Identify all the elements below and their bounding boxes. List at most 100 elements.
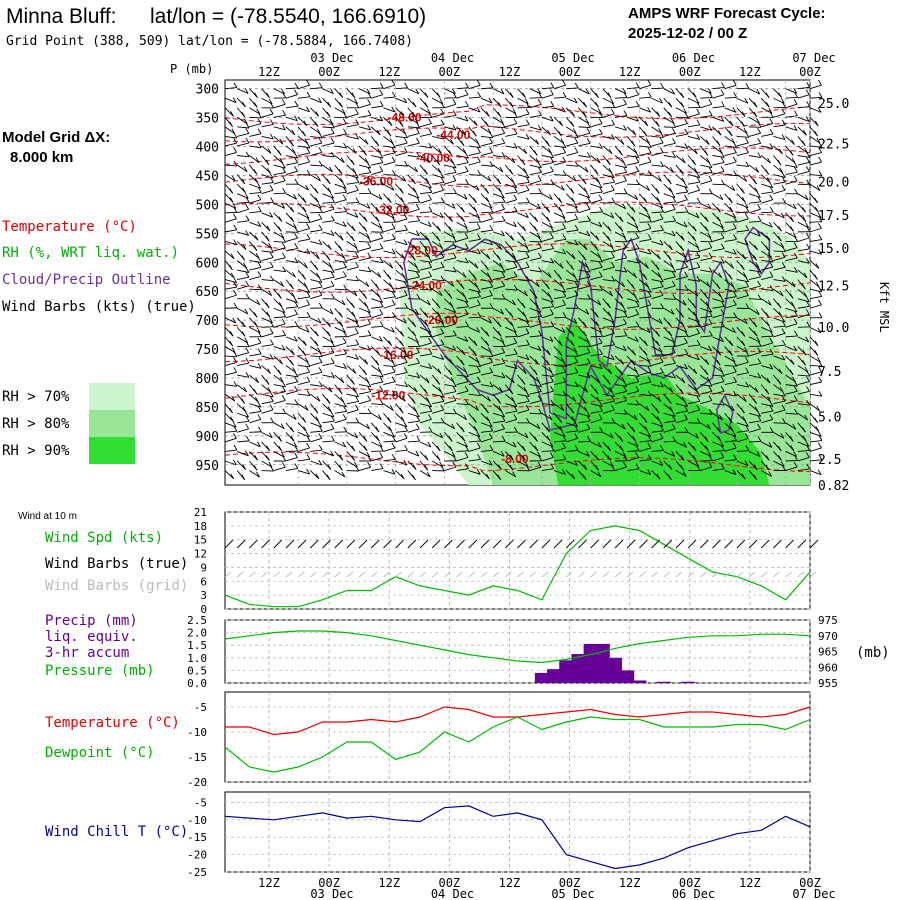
wind-barb-flag — [571, 473, 576, 480]
wind-barb — [590, 403, 603, 407]
wind-barb-flag — [513, 182, 518, 189]
wind-barb — [566, 384, 579, 388]
wind-barb-flag — [793, 166, 798, 173]
wind-barb-flag — [257, 128, 262, 134]
wind-barb — [590, 191, 603, 195]
wind-barb — [541, 248, 554, 252]
wind-barb — [456, 298, 469, 303]
wind-barb-flag — [366, 451, 371, 458]
wind-barb — [371, 237, 383, 242]
wind-barb — [444, 180, 457, 185]
wind-barb — [359, 316, 372, 319]
wind-barb — [541, 237, 554, 242]
wind-barb — [553, 152, 566, 156]
wind-barb — [505, 418, 517, 424]
wind-barb — [517, 355, 530, 361]
wind-barb-flag — [766, 235, 770, 241]
wind-barb-flag — [342, 118, 347, 124]
wind-barb-flag — [793, 175, 798, 182]
surface-wind-barb — [249, 539, 258, 549]
wind-barb — [687, 189, 700, 195]
wind-barb-flag — [488, 97, 493, 104]
wind-barb — [553, 136, 565, 144]
wind-barb — [237, 352, 249, 357]
wind-barb-flag — [339, 235, 344, 241]
wind-barb-flag — [647, 147, 652, 153]
wind-barb — [760, 155, 771, 164]
wind-barb-flag — [439, 317, 444, 323]
wind-barb — [590, 221, 602, 228]
wind-barb-flag — [367, 124, 372, 131]
isotherm-line — [224, 104, 811, 125]
wind-barb — [785, 155, 796, 164]
wind-barb — [395, 346, 407, 353]
wind-barb-flag — [489, 213, 493, 220]
wind-barb — [224, 430, 237, 433]
wind-barb — [541, 403, 554, 406]
top-time-tick: 12Z — [499, 65, 521, 79]
wind-barb-flag — [294, 243, 299, 249]
wind-barb-flag — [696, 339, 701, 346]
wind-barb — [724, 326, 736, 334]
wind-barb — [249, 116, 262, 119]
wind-barb — [310, 229, 323, 233]
wind-barb — [224, 449, 237, 452]
wind-barb — [602, 174, 615, 179]
wind-barb — [578, 269, 591, 273]
wind-barb-flag — [231, 395, 236, 402]
wind-barb — [493, 285, 505, 290]
wind-barb — [261, 124, 274, 128]
wind-barb — [809, 117, 819, 127]
label-precip-2: liq. equiv. — [45, 629, 138, 645]
wind-barb-flag — [343, 284, 348, 291]
wind-barb — [663, 451, 675, 457]
wind-barb — [809, 355, 821, 363]
wind-barb-flag — [282, 187, 287, 194]
wind-barb-flag — [631, 216, 636, 222]
wind-barb — [492, 164, 504, 173]
wind-barb — [383, 107, 395, 113]
wind-barb-flag — [448, 293, 453, 299]
wind-barb — [444, 257, 457, 261]
value-tick-label: -10 — [187, 814, 207, 827]
wind-barb — [614, 355, 624, 365]
wind-barb-flag — [672, 196, 677, 203]
wind-barb — [505, 393, 515, 403]
wind-barb-flag — [367, 345, 371, 351]
wind-barb-flag — [303, 426, 307, 432]
wind-barb-flag — [257, 414, 262, 420]
wind-barb-flag — [318, 302, 323, 309]
wind-barb — [663, 88, 675, 95]
wind-barb-flag — [427, 221, 432, 227]
wind-barb — [480, 174, 492, 182]
wind-barb-flag — [268, 461, 273, 468]
wind-barb — [627, 403, 640, 406]
wind-barb-flag — [781, 404, 786, 411]
wind-barb-flag — [303, 340, 307, 346]
wind-barb — [432, 409, 444, 414]
wind-barb-flag — [671, 451, 676, 457]
cloud-outline — [744, 226, 771, 276]
wind-barb — [688, 266, 700, 271]
wind-barb — [419, 191, 432, 195]
wind-barb — [529, 316, 542, 319]
wind-barb — [736, 211, 749, 214]
wind-barb-flag — [659, 433, 664, 439]
wind-barb-flag — [449, 445, 453, 452]
wind-barb-flag — [548, 148, 552, 154]
wind-barb — [627, 336, 639, 343]
wind-barb-flag — [379, 166, 384, 172]
wind-barb-flag — [558, 274, 562, 280]
wind-barb-flag — [412, 101, 417, 108]
wind-barb — [529, 164, 542, 169]
wind-barb — [736, 294, 749, 300]
wind-barb — [407, 260, 418, 269]
wind-barb — [407, 201, 420, 204]
wind-barb-flag — [656, 473, 661, 480]
wind-barb-flag — [708, 110, 713, 116]
wind-barb — [407, 155, 420, 158]
wind-barb — [273, 422, 285, 430]
wind-barb — [675, 199, 688, 204]
wind-barb-flag — [631, 207, 636, 213]
wind-barb-flag — [659, 147, 664, 153]
